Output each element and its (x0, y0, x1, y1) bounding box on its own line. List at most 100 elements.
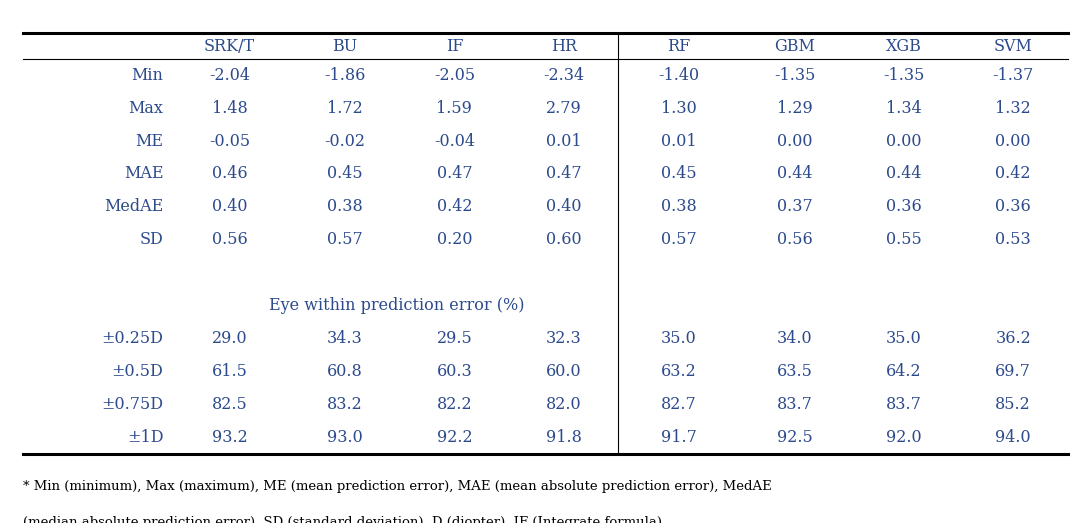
Text: 61.5: 61.5 (212, 363, 248, 380)
Text: 91.8: 91.8 (546, 429, 582, 446)
Text: 1.59: 1.59 (436, 99, 472, 117)
Text: -1.35: -1.35 (774, 66, 815, 84)
Text: 93.0: 93.0 (327, 429, 363, 446)
Text: 0.40: 0.40 (546, 198, 582, 215)
Text: 82.0: 82.0 (546, 396, 582, 413)
Text: ±0.75D: ±0.75D (101, 396, 164, 413)
Text: 82.7: 82.7 (661, 396, 697, 413)
Text: 0.00: 0.00 (777, 132, 813, 150)
Text: -2.34: -2.34 (543, 66, 585, 84)
Text: 1.72: 1.72 (327, 99, 363, 117)
Text: ME: ME (135, 132, 164, 150)
Text: -1.40: -1.40 (659, 66, 699, 84)
Text: 34.3: 34.3 (327, 330, 363, 347)
Text: 0.45: 0.45 (661, 165, 697, 183)
Text: SD: SD (140, 231, 164, 248)
Text: 0.45: 0.45 (327, 165, 363, 183)
Text: 35.0: 35.0 (886, 330, 922, 347)
Text: 94.0: 94.0 (995, 429, 1031, 446)
Text: * Min (minimum), Max (maximum), ME (mean prediction error), MAE (mean absolute p: * Min (minimum), Max (maximum), ME (mean… (23, 480, 772, 493)
Text: -1.37: -1.37 (993, 66, 1034, 84)
Text: 60.3: 60.3 (436, 363, 472, 380)
Text: HR: HR (551, 38, 577, 54)
Text: 83.7: 83.7 (777, 396, 813, 413)
Text: 92.2: 92.2 (436, 429, 472, 446)
Text: 0.56: 0.56 (777, 231, 813, 248)
Text: 36.2: 36.2 (995, 330, 1031, 347)
Text: -2.04: -2.04 (209, 66, 250, 84)
Text: 1.34: 1.34 (886, 99, 922, 117)
Text: 0.46: 0.46 (212, 165, 248, 183)
Text: 1.30: 1.30 (661, 99, 697, 117)
Text: 0.40: 0.40 (212, 198, 248, 215)
Text: 0.44: 0.44 (777, 165, 813, 183)
Text: 82.5: 82.5 (212, 396, 248, 413)
Text: MAE: MAE (124, 165, 164, 183)
Text: -0.05: -0.05 (209, 132, 250, 150)
Text: 63.2: 63.2 (661, 363, 697, 380)
Text: 0.47: 0.47 (436, 165, 472, 183)
Text: 69.7: 69.7 (995, 363, 1031, 380)
Text: 85.2: 85.2 (995, 396, 1031, 413)
Text: 0.60: 0.60 (546, 231, 582, 248)
Text: 29.0: 29.0 (212, 330, 248, 347)
Text: 0.53: 0.53 (995, 231, 1031, 248)
Text: GBM: GBM (775, 38, 815, 54)
Text: 92.5: 92.5 (777, 429, 813, 446)
Text: 93.2: 93.2 (212, 429, 248, 446)
Text: 2.79: 2.79 (546, 99, 582, 117)
Text: 0.42: 0.42 (436, 198, 472, 215)
Text: 0.57: 0.57 (327, 231, 363, 248)
Text: SVM: SVM (994, 38, 1032, 54)
Text: 0.47: 0.47 (546, 165, 582, 183)
Text: (median absolute prediction error), SD (standard deviation), D (diopter), IF (In: (median absolute prediction error), SD (… (23, 516, 667, 523)
Text: 0.20: 0.20 (436, 231, 472, 248)
Text: ±0.5D: ±0.5D (111, 363, 164, 380)
Text: 0.00: 0.00 (886, 132, 922, 150)
Text: 0.00: 0.00 (995, 132, 1031, 150)
Text: 60.8: 60.8 (327, 363, 363, 380)
Text: 35.0: 35.0 (661, 330, 697, 347)
Text: 0.55: 0.55 (886, 231, 922, 248)
Text: 0.44: 0.44 (886, 165, 922, 183)
Text: XGB: XGB (886, 38, 922, 54)
Text: ±0.25D: ±0.25D (101, 330, 164, 347)
Text: 82.2: 82.2 (436, 396, 472, 413)
Text: -2.05: -2.05 (434, 66, 475, 84)
Text: 1.48: 1.48 (212, 99, 248, 117)
Text: 0.36: 0.36 (995, 198, 1031, 215)
Text: 1.32: 1.32 (995, 99, 1031, 117)
Text: MedAE: MedAE (105, 198, 164, 215)
Text: -1.35: -1.35 (884, 66, 924, 84)
Text: 32.3: 32.3 (546, 330, 582, 347)
Text: 60.0: 60.0 (546, 363, 582, 380)
Text: Max: Max (129, 99, 164, 117)
Text: 0.36: 0.36 (886, 198, 922, 215)
Text: SRK/T: SRK/T (204, 38, 255, 54)
Text: IF: IF (445, 38, 464, 54)
Text: 63.5: 63.5 (777, 363, 813, 380)
Text: 91.7: 91.7 (661, 429, 697, 446)
Text: 83.2: 83.2 (327, 396, 363, 413)
Text: 34.0: 34.0 (777, 330, 813, 347)
Text: -1.86: -1.86 (324, 66, 365, 84)
Text: 0.57: 0.57 (661, 231, 697, 248)
Text: Eye within prediction error (%): Eye within prediction error (%) (269, 297, 525, 314)
Text: -0.04: -0.04 (434, 132, 475, 150)
Text: 0.01: 0.01 (661, 132, 697, 150)
Text: BU: BU (333, 38, 358, 54)
Text: 83.7: 83.7 (886, 396, 922, 413)
Text: 64.2: 64.2 (886, 363, 922, 380)
Text: ±1D: ±1D (127, 429, 164, 446)
Text: RF: RF (668, 38, 691, 54)
Text: 0.38: 0.38 (661, 198, 697, 215)
Text: 1.29: 1.29 (777, 99, 813, 117)
Text: 29.5: 29.5 (436, 330, 472, 347)
Text: 0.37: 0.37 (777, 198, 813, 215)
Text: 92.0: 92.0 (886, 429, 922, 446)
Text: Min: Min (132, 66, 164, 84)
Text: -0.02: -0.02 (324, 132, 365, 150)
Text: 0.56: 0.56 (212, 231, 248, 248)
Text: 0.01: 0.01 (546, 132, 582, 150)
Text: 0.42: 0.42 (995, 165, 1031, 183)
